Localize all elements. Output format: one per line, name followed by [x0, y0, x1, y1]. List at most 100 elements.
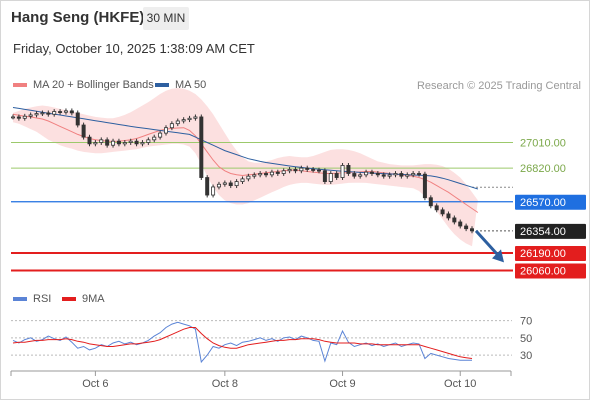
candle-body [464, 225, 469, 230]
candle-body [93, 142, 98, 145]
candle-body [46, 112, 51, 115]
level-label: 26570.00 [520, 197, 566, 209]
level-label: 26820.00 [520, 163, 566, 175]
candle-body [281, 170, 286, 174]
bollinger-band [13, 88, 478, 247]
candle-body [317, 169, 321, 172]
candle-body [246, 175, 251, 180]
candle-body [181, 119, 186, 122]
candle-body [75, 112, 80, 126]
candle-body [358, 174, 363, 177]
rsi-line [12, 321, 472, 364]
candle-body [322, 170, 327, 182]
level-box-last [515, 223, 586, 239]
candle-body [34, 113, 39, 116]
candle-body [169, 123, 174, 129]
candle-body [375, 173, 380, 176]
candle-body [346, 165, 351, 174]
ma20-swatch [13, 83, 27, 87]
candle-body [187, 117, 192, 121]
candle-body [428, 197, 433, 207]
legend-item-rsi: RSI [13, 293, 51, 305]
candle-body [446, 213, 451, 219]
candle-body [175, 120, 180, 125]
candle-body [364, 171, 369, 176]
x-tick-label: Oct 6 [82, 378, 108, 390]
candle-body [87, 136, 92, 145]
candle-body [252, 174, 257, 177]
legend-label: 9MA [82, 293, 105, 305]
candle-body [258, 173, 263, 176]
forecast-arrow-head [492, 249, 504, 263]
level-box-pivot [515, 194, 586, 210]
candle-body [52, 111, 57, 115]
timestamp: Friday, October 10, 2025 1:38:09 AM CET [13, 41, 255, 56]
legend-label: MA 50 [175, 79, 207, 91]
rsi-ma9-line [12, 327, 473, 359]
x-tick-label: Oct 9 [329, 378, 355, 390]
level-label: 26190.00 [520, 248, 566, 260]
candle-body [393, 173, 398, 176]
legend-item-ma50: MA 50 [155, 79, 206, 91]
legend-label: RSI [33, 293, 52, 305]
legend-label: MA 20 + Bollinger Bands [33, 79, 154, 91]
candle-body [387, 174, 392, 177]
candle-body [122, 142, 127, 145]
candle-body [28, 114, 33, 117]
candle-body [305, 167, 310, 170]
candle-body [216, 183, 221, 188]
ma50-swatch [155, 83, 169, 87]
x-tick-label: Oct 10 [444, 378, 476, 390]
candle-body [470, 228, 474, 232]
candle-body [411, 173, 416, 176]
candle-body [99, 139, 104, 143]
candle-body [240, 178, 245, 182]
instrument-title: Hang Seng (HKFE) [11, 9, 145, 26]
level-box-support [515, 263, 586, 279]
candle-body [340, 165, 345, 178]
level-box-support [515, 245, 586, 261]
legend-item-ma20: MA 20 + Bollinger Bands [13, 79, 154, 91]
candle-body [399, 173, 404, 177]
candle-body [16, 116, 21, 119]
candle-body [63, 110, 68, 113]
candle-body [275, 171, 280, 174]
candle-body [293, 169, 298, 172]
candle-body [193, 116, 198, 119]
candle-body [40, 112, 45, 115]
candle-body [140, 142, 145, 145]
candle-body [287, 169, 292, 172]
candle-body [458, 221, 463, 227]
candle-body [234, 181, 239, 187]
candle-body [199, 116, 204, 178]
candle-body [369, 171, 374, 174]
candle-body [264, 173, 269, 176]
candle-body [422, 173, 427, 199]
candle-body [222, 182, 227, 185]
candle-body [211, 186, 216, 196]
level-label: 26060.00 [520, 265, 566, 277]
timeframe-button[interactable]: 30 MIN [143, 7, 189, 30]
rsi-swatch [13, 297, 27, 301]
candle-body [116, 140, 121, 145]
candle-body [440, 209, 445, 215]
candle-body [228, 182, 233, 187]
candle-body [146, 139, 151, 143]
candle-body [299, 167, 304, 172]
candle-body [405, 174, 410, 177]
level-label: 27010.00 [520, 138, 566, 150]
candle-body [311, 169, 316, 171]
candle-body [11, 116, 15, 119]
rsi-tick-label: 70 [520, 316, 532, 328]
candle-body [269, 171, 274, 176]
candle-body [452, 217, 457, 223]
candle-body [128, 140, 133, 143]
candle-body [328, 173, 333, 182]
candle-body [381, 174, 386, 177]
candle-body [158, 132, 163, 138]
candle-body [81, 124, 86, 138]
candle-body [111, 140, 116, 146]
candle-body [105, 139, 110, 146]
ma9-swatch [62, 297, 76, 301]
